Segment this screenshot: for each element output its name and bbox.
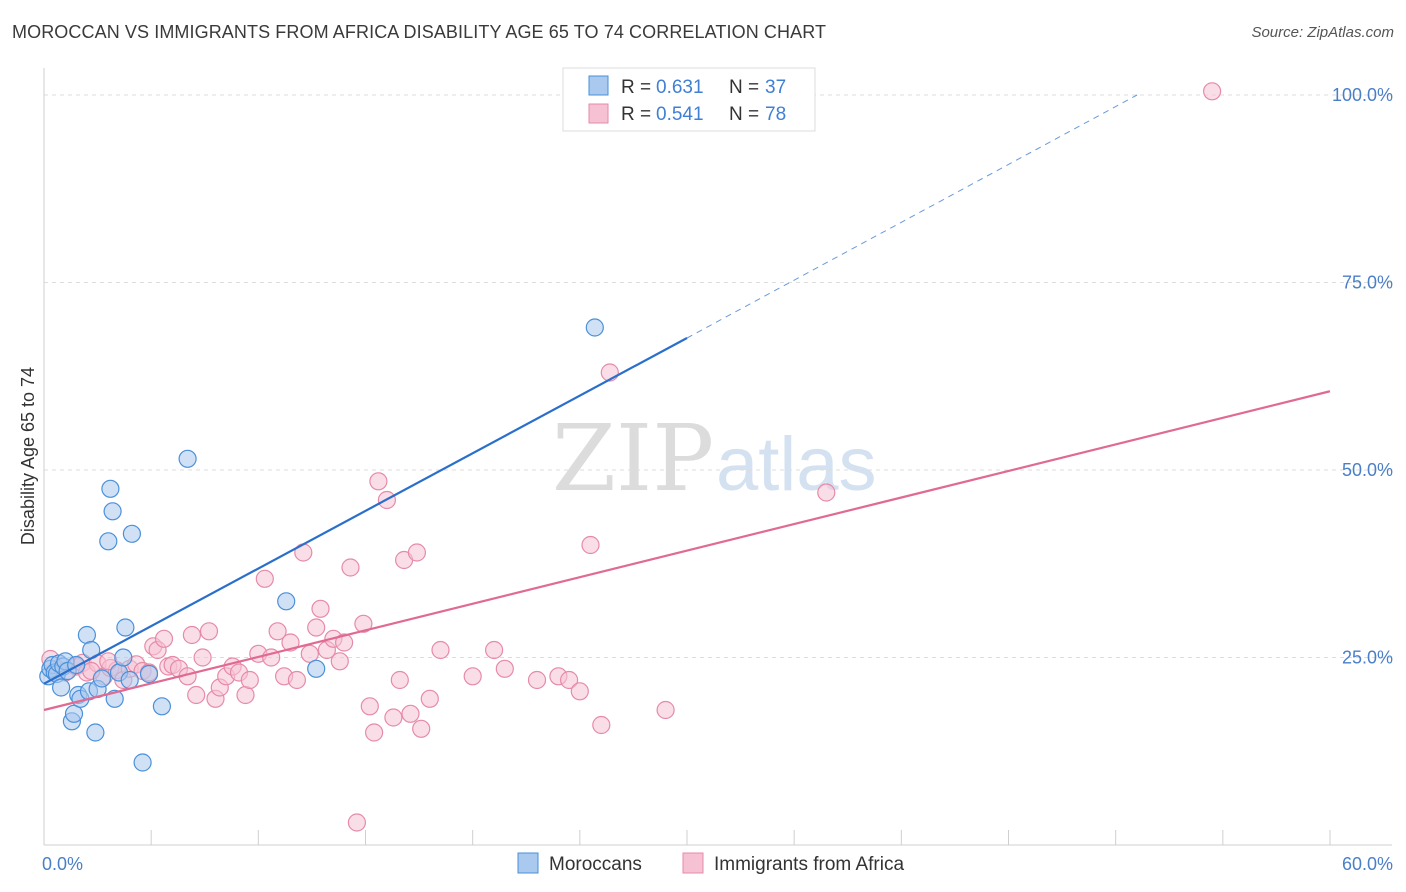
moroccans-point [133, 753, 152, 772]
immigrants-trend-line [43, 390, 1331, 712]
immigrants-point [592, 715, 611, 735]
moroccans-point [103, 502, 122, 521]
stats-swatch-immigrants [588, 103, 609, 124]
moroccans-point [152, 697, 171, 716]
immigrants-point [656, 700, 675, 720]
chart-title: MOROCCAN VS IMMIGRANTS FROM AFRICA DISAB… [12, 22, 827, 42]
moroccans-trend-line [43, 337, 688, 685]
legend: Moroccans Immigrants from Africa [517, 852, 904, 875]
immigrants-point [236, 685, 255, 705]
stats-n-label-moroccans: N = [729, 77, 759, 98]
watermark-atlas: atlas [716, 422, 877, 507]
x-tick-labels: 0.0% 60.0% [42, 854, 1393, 874]
stats-n-value-moroccans: 37 [765, 77, 786, 98]
moroccans-point [178, 449, 197, 468]
immigrants-point [817, 483, 836, 502]
moroccans-point [51, 678, 71, 697]
immigrants-point [581, 535, 600, 555]
immigrants-point [360, 697, 379, 716]
immigrants-point [431, 640, 450, 660]
legend-swatch-immigrants [682, 852, 704, 874]
x-tick-label: 60.0% [1342, 854, 1393, 874]
immigrants-point [199, 622, 219, 641]
moroccans-point [116, 618, 135, 637]
immigrants-point [365, 723, 384, 742]
y-axis-label: Disability Age 65 to 74 [18, 367, 38, 545]
immigrants-point [330, 652, 349, 671]
immigrants-point [495, 659, 514, 678]
trend-lines [43, 94, 1331, 712]
moroccans-point [101, 479, 120, 498]
immigrants-point [420, 689, 439, 708]
immigrants-point [311, 599, 330, 618]
x-tick-label: 0.0% [42, 854, 83, 874]
legend-label-immigrants: Immigrants from Africa [714, 854, 904, 875]
y-tick-label: 25.0% [1342, 648, 1393, 668]
moroccans-point [64, 704, 84, 723]
stats-box: R = 0.631 N = 37 R = 0.541 N = 78 [562, 67, 816, 132]
moroccans-points [39, 318, 604, 772]
stats-n-label-immigrants: N = [729, 104, 759, 125]
immigrants-point [187, 685, 206, 705]
y-tick-label: 75.0% [1342, 273, 1393, 293]
immigrants-point [384, 708, 403, 727]
moroccans-point [585, 318, 604, 337]
watermark-zip: ZIP [552, 405, 714, 512]
immigrants-point [390, 670, 409, 690]
y-tick-label: 100.0% [1332, 85, 1393, 105]
y-tick-labels: 25.0% 50.0% 75.0% 100.0% [1332, 85, 1393, 668]
x-ticks [150, 830, 1331, 845]
moroccans-point [92, 669, 112, 688]
moroccans-point [77, 625, 97, 645]
immigrants-point [300, 644, 319, 663]
moroccans-point [120, 670, 139, 690]
legend-label-moroccans: Moroccans [549, 854, 642, 875]
immigrants-point [401, 704, 420, 723]
stats-swatch-moroccans [588, 75, 609, 96]
immigrants-point [335, 633, 354, 652]
moroccans-trend-extension [686, 94, 1138, 339]
immigrants-point [412, 719, 431, 738]
immigrants-point [182, 625, 201, 645]
stats-n-value-immigrants: 78 [765, 104, 786, 125]
legend-swatch-moroccans [517, 852, 539, 874]
immigrants-point [407, 543, 426, 562]
immigrants-point [193, 648, 212, 667]
moroccans-point [99, 532, 118, 551]
immigrants-point [463, 667, 482, 686]
moroccans-point [122, 524, 141, 543]
immigrants-point [354, 614, 373, 633]
moroccans-point [86, 723, 105, 742]
stats-r-value-moroccans: 0.631 [656, 77, 704, 98]
grid-lines [44, 94, 1392, 658]
moroccans-point [114, 648, 133, 667]
stats-r-value-immigrants: 0.541 [656, 104, 704, 125]
moroccans-point [277, 592, 296, 611]
moroccans-point [67, 655, 86, 675]
moroccans-point [307, 659, 326, 678]
immigrants-point [559, 670, 579, 690]
immigrants-point [1202, 82, 1222, 101]
stats-r-label-moroccans: R = [621, 77, 651, 98]
immigrants-point [154, 629, 174, 648]
immigrants-point [287, 670, 306, 690]
immigrants-point [369, 472, 388, 491]
immigrants-points [41, 82, 1222, 832]
immigrants-point [240, 670, 259, 690]
immigrants-point [268, 622, 287, 641]
y-tick-label: 50.0% [1342, 460, 1393, 480]
stats-r-label-immigrants: R = [621, 104, 651, 125]
immigrants-point [347, 813, 366, 832]
immigrants-point [485, 640, 504, 660]
moroccans-point [139, 664, 159, 684]
immigrants-point [255, 569, 274, 588]
immigrants-point [341, 558, 360, 577]
immigrants-point [527, 670, 547, 690]
source-label: Source: ZipAtlas.com [1251, 24, 1394, 41]
immigrants-point [570, 682, 589, 701]
immigrants-point [307, 618, 326, 637]
